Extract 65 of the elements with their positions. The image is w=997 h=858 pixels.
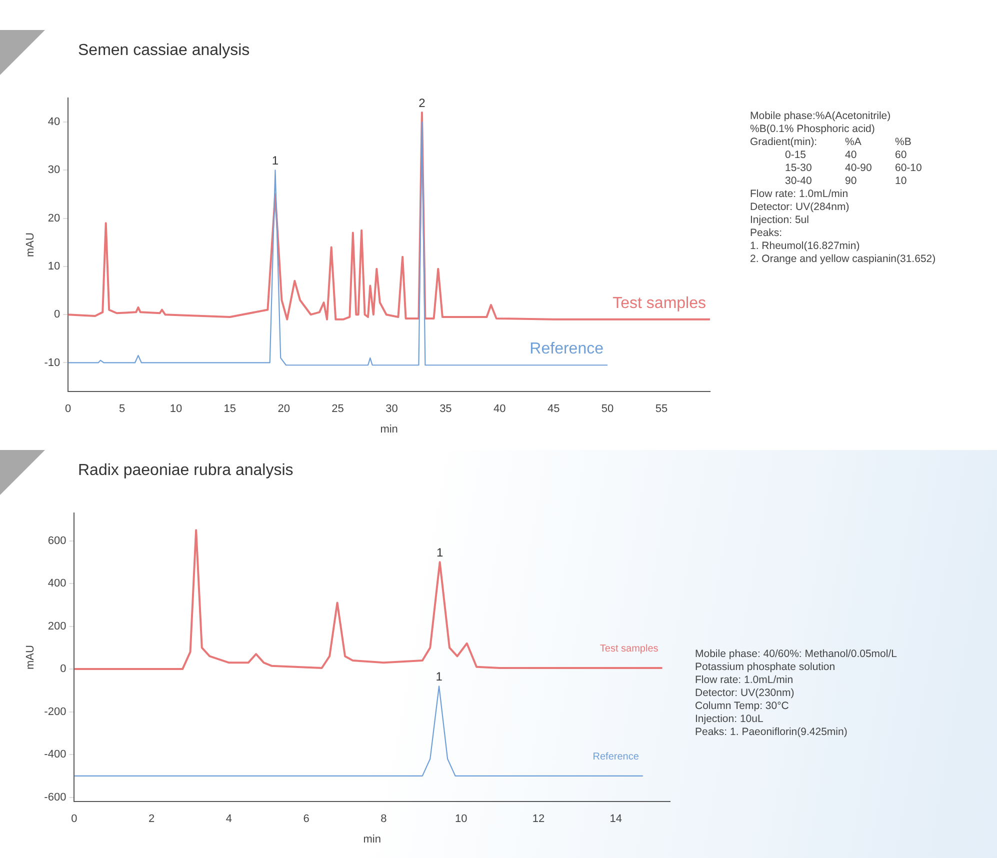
x-tick-label: 4 bbox=[226, 813, 232, 826]
y-tick-label: 400 bbox=[48, 578, 66, 590]
x-tick-label: 10 bbox=[170, 403, 182, 416]
text: Peaks: bbox=[750, 227, 784, 240]
y-axis-title: mAU bbox=[24, 645, 37, 670]
x-tick-label: 20 bbox=[278, 403, 290, 416]
annotation: 2 bbox=[418, 96, 426, 110]
annotation: 1 bbox=[436, 545, 444, 560]
text: Mobile phase: 40/60%: Methanol/0.05mol/L bbox=[695, 648, 897, 661]
x-tick-label: 14 bbox=[610, 813, 622, 826]
y-tick-label: 0 bbox=[54, 308, 60, 321]
annotation: 1 bbox=[272, 154, 279, 168]
text: Detector: UV(230nm) bbox=[695, 687, 796, 700]
series-label: Test samples bbox=[600, 644, 658, 655]
y-tick-label: 20 bbox=[48, 212, 60, 224]
x-tick-label: 40 bbox=[494, 403, 506, 416]
y-tick-label: 10 bbox=[48, 260, 60, 272]
x-axis-title: min bbox=[363, 833, 381, 846]
text: 0-15 40 60 bbox=[785, 149, 907, 161]
text: 2. Orange and yellow caspianin(31.652) bbox=[750, 253, 937, 266]
chart-title: Semen cassiae analysis bbox=[78, 42, 250, 60]
x-tick-label: 50 bbox=[601, 403, 614, 416]
y-tick-label: -10 bbox=[44, 356, 60, 369]
text: Flow rate: 1.0mL/min bbox=[695, 674, 794, 687]
chart-title: Radix paeoniae rubra analysis bbox=[78, 462, 294, 480]
text: Injection: 5ul bbox=[750, 214, 810, 227]
text: Column Temp: 30°C bbox=[695, 700, 790, 713]
x-tick-label: 10 bbox=[454, 813, 468, 826]
y-tick-label: 200 bbox=[48, 620, 66, 632]
x-tick-label: 25 bbox=[332, 403, 344, 416]
x-tick-label: 2 bbox=[148, 813, 155, 826]
y-tick-label: 40 bbox=[48, 116, 60, 128]
text: 1. Rheumol(16.827min) bbox=[750, 240, 861, 253]
text: Peaks: 1. Paeoniflorin(9.425min) bbox=[695, 726, 848, 739]
y-axis-title: mAU bbox=[24, 232, 37, 258]
x-tick-label: 45 bbox=[547, 403, 560, 416]
x-tick-label: 0 bbox=[71, 813, 78, 826]
y-tick-label: 0 bbox=[60, 663, 66, 676]
x-tick-label: 55 bbox=[655, 403, 668, 416]
x-tick-label: 6 bbox=[303, 813, 310, 826]
text: Potassium phosphate solution bbox=[695, 661, 836, 674]
annotation: 1 bbox=[436, 669, 443, 684]
x-tick-label: 15 bbox=[224, 403, 236, 416]
y-tick-label: -600 bbox=[44, 791, 66, 804]
text: Injection: 10uL bbox=[695, 713, 764, 726]
x-tick-label: 8 bbox=[380, 813, 387, 826]
text: 15-30 40-90 60-10 bbox=[785, 162, 922, 174]
text: Detector: UV(284nm) bbox=[750, 201, 850, 214]
text: 30-40 90 10 bbox=[785, 175, 907, 187]
x-tick-label: 30 bbox=[386, 403, 398, 416]
series-label: Reference bbox=[530, 340, 604, 358]
x-axis-title: min bbox=[380, 423, 398, 436]
text: Gradient(min): %A %B bbox=[750, 136, 912, 148]
series-label: Test samples bbox=[612, 294, 706, 312]
series-label: Reference bbox=[592, 752, 640, 763]
x-tick-label: 35 bbox=[440, 403, 452, 416]
x-tick-label: 5 bbox=[118, 403, 126, 416]
y-tick-label: -400 bbox=[44, 748, 66, 761]
y-tick-label: -200 bbox=[44, 706, 66, 718]
text: Mobile phase:%A(Acetonitrile) bbox=[750, 110, 892, 123]
y-tick-label: 600 bbox=[48, 534, 66, 547]
x-tick-label: 12 bbox=[532, 813, 545, 826]
text: %B(0.1% Phosphoric acid) bbox=[750, 123, 876, 136]
text: Flow rate: 1.0mL/min bbox=[750, 188, 850, 201]
y-tick-label: 30 bbox=[48, 164, 60, 176]
